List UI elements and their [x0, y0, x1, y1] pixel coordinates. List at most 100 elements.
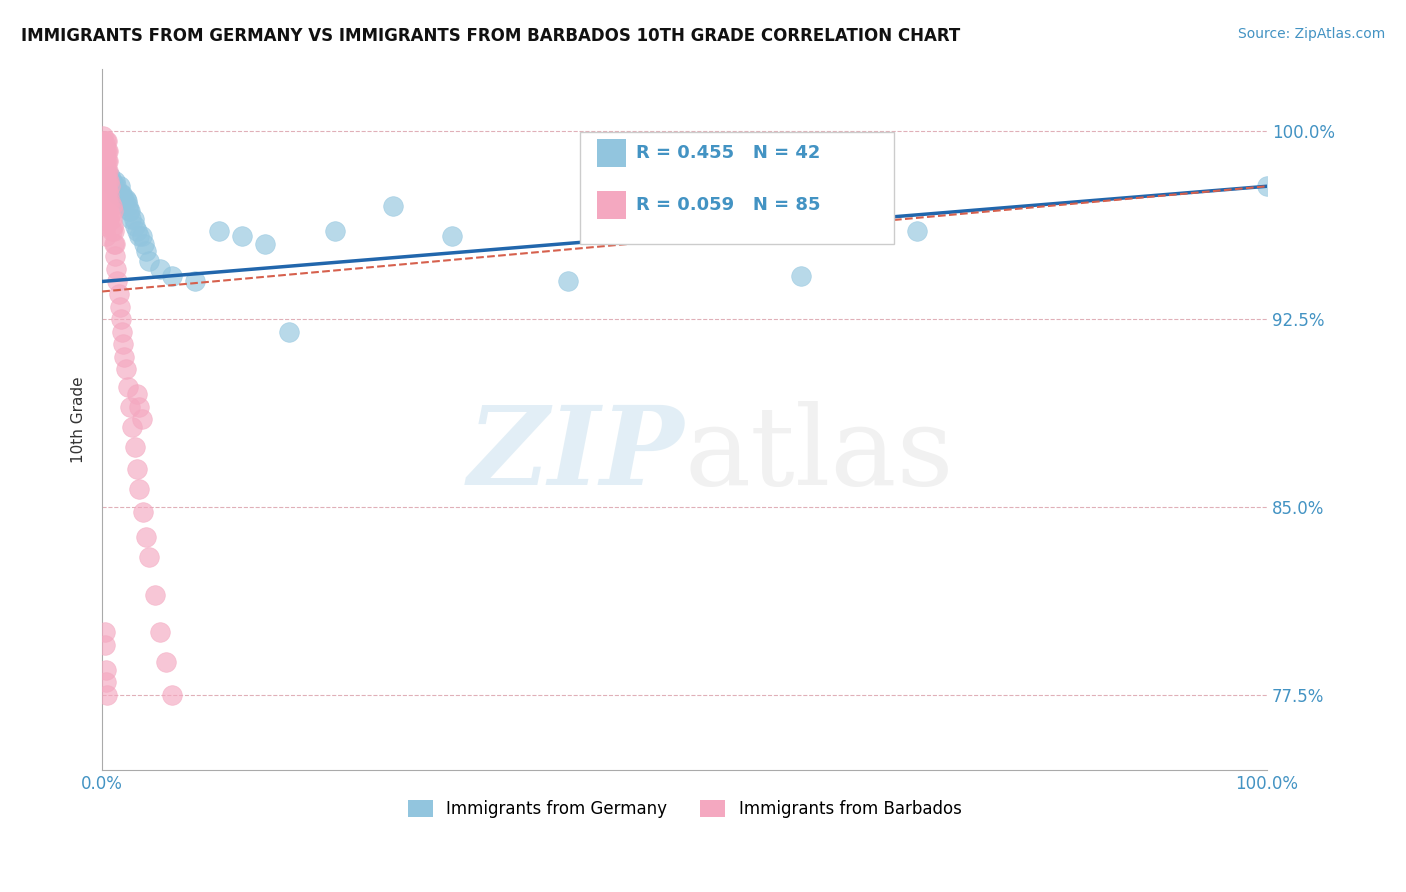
Point: [98, 211, 121, 226]
Point: [94, 210, 117, 224]
Point: [94, 134, 117, 148]
Point: [155, 655, 177, 669]
Point: [93, 139, 115, 153]
Point: [93, 149, 115, 163]
Point: [100, 174, 122, 188]
Point: [127, 462, 149, 476]
Point: [111, 186, 134, 201]
Point: [120, 204, 142, 219]
Point: [127, 224, 149, 238]
Point: [93, 161, 115, 176]
Point: [138, 254, 160, 268]
Bar: [598, 138, 626, 167]
Point: [98, 194, 121, 209]
Point: [790, 269, 813, 284]
Point: [101, 219, 124, 234]
Point: [131, 412, 153, 426]
Point: [115, 194, 138, 209]
Point: [94, 199, 117, 213]
Point: [107, 287, 129, 301]
Point: [98, 186, 121, 201]
Point: [101, 179, 124, 194]
Y-axis label: 10th Grade: 10th Grade: [72, 376, 86, 463]
Point: [98, 179, 121, 194]
Point: [93, 167, 115, 181]
Legend: Immigrants from Germany, Immigrants from Barbados: Immigrants from Germany, Immigrants from…: [401, 793, 969, 825]
Point: [97, 154, 120, 169]
Point: [104, 236, 127, 251]
Point: [98, 169, 121, 184]
Point: [96, 154, 118, 169]
Point: [94, 182, 117, 196]
Point: [128, 229, 150, 244]
Point: [97, 145, 120, 159]
Point: [105, 275, 128, 289]
Point: [94, 154, 117, 169]
Point: [149, 262, 172, 277]
Point: [93, 134, 115, 148]
Point: [1256, 179, 1278, 194]
Point: [114, 362, 136, 376]
Point: [100, 199, 122, 213]
Point: [94, 164, 117, 178]
Point: [101, 204, 124, 219]
Point: [98, 199, 121, 213]
Point: [93, 129, 115, 144]
Point: [112, 337, 135, 351]
Point: [96, 688, 118, 702]
Point: [94, 229, 117, 244]
Point: [907, 224, 929, 238]
Point: [94, 174, 117, 188]
Bar: [598, 191, 626, 219]
Point: [94, 145, 117, 159]
Point: [93, 179, 115, 194]
Point: [96, 164, 118, 178]
Text: R = 0.455   N = 42: R = 0.455 N = 42: [636, 144, 820, 161]
Point: [120, 400, 142, 414]
Point: [93, 145, 115, 159]
Point: [160, 269, 183, 284]
Point: [231, 229, 253, 244]
Point: [105, 186, 128, 201]
Point: [93, 145, 115, 159]
Point: [100, 211, 122, 226]
Point: [160, 688, 183, 702]
Point: [277, 325, 299, 339]
Point: [110, 186, 132, 201]
Point: [98, 210, 121, 224]
Point: [96, 174, 118, 188]
Point: [107, 186, 129, 201]
Point: [323, 224, 346, 238]
Point: [97, 164, 120, 178]
Text: R = 0.059   N = 85: R = 0.059 N = 85: [636, 196, 820, 214]
Point: [110, 312, 132, 326]
Point: [128, 483, 150, 497]
Point: [128, 400, 150, 414]
Point: [97, 194, 120, 209]
Point: [120, 211, 142, 226]
Point: [440, 229, 463, 244]
FancyBboxPatch shape: [579, 132, 894, 244]
Point: [93, 625, 115, 640]
Point: [93, 136, 115, 151]
Point: [208, 224, 231, 238]
Point: [122, 211, 145, 226]
Point: [132, 505, 155, 519]
Point: [108, 179, 131, 194]
Point: [97, 174, 120, 188]
Point: [254, 236, 277, 251]
Point: [121, 419, 143, 434]
Point: [114, 192, 136, 206]
Point: [100, 224, 122, 238]
Point: [97, 174, 120, 188]
Point: [97, 204, 120, 219]
Point: [96, 145, 118, 159]
Point: [94, 219, 117, 234]
Point: [97, 214, 120, 228]
Point: [131, 229, 153, 244]
Point: [93, 154, 115, 169]
Point: [124, 219, 146, 234]
Point: [112, 350, 135, 364]
Point: [96, 194, 118, 209]
Point: [124, 440, 146, 454]
